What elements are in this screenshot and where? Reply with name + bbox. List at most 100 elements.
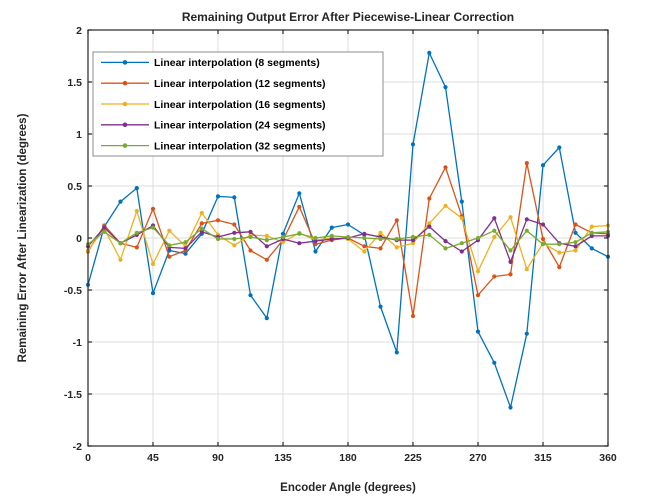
series-0-marker-123.75 <box>264 316 269 321</box>
series-2-marker-101.25 <box>232 243 237 248</box>
series-1-marker-78.75 <box>199 221 204 226</box>
y-tick-label--0.5: -0.5 <box>64 285 82 297</box>
series-4-marker-213.75 <box>394 236 399 242</box>
series-0-marker-90 <box>215 194 221 199</box>
series-1-marker-315 <box>540 236 546 242</box>
y-tick-label-2: 2 <box>76 25 82 37</box>
legend-marker-sample-3 <box>122 122 128 128</box>
series-4-marker-236.25 <box>427 232 432 237</box>
series-2-marker-123.75 <box>264 233 269 238</box>
series-3-marker-168.75 <box>329 236 334 242</box>
series-1-marker-281.25 <box>492 274 497 279</box>
x-tick-label-270: 270 <box>469 452 487 464</box>
series-3-marker-112.5 <box>248 229 253 234</box>
series-1-marker-90 <box>215 218 221 223</box>
series-1-marker-247.5 <box>443 165 448 170</box>
series-2-marker-45 <box>150 261 156 267</box>
series-2-marker-33.75 <box>134 208 139 214</box>
series-4-marker-45 <box>150 225 156 230</box>
series-1-marker-303.75 <box>524 161 529 166</box>
series-0-marker-146.25 <box>297 191 302 196</box>
legend-marker-sample-4 <box>122 143 128 148</box>
legend-item-2: Linear interpolation (16 segments) <box>101 99 326 111</box>
x-tick-label-90: 90 <box>212 452 224 464</box>
series-0-marker-292.5 <box>508 405 513 410</box>
series-1-marker-292.5 <box>508 272 513 277</box>
series-4-marker-225 <box>410 234 416 240</box>
series-4-marker-22.5 <box>118 241 123 246</box>
legend-label-2: Linear interpolation (16 segments) <box>154 99 326 111</box>
series-1-marker-337.5 <box>573 222 578 227</box>
series-0-marker-45 <box>150 291 156 296</box>
legend-label-4: Linear interpolation (32 segments) <box>154 140 326 152</box>
series-3-marker-101.25 <box>232 230 237 235</box>
series-3-marker-292.5 <box>508 259 513 264</box>
series-0-marker-225 <box>410 142 416 147</box>
series-2-marker-270 <box>475 269 481 274</box>
series-4-marker-90 <box>215 236 221 242</box>
series-3-marker-247.5 <box>443 239 448 244</box>
series-2-marker-348.75 <box>589 224 594 229</box>
series-0-marker-247.5 <box>443 85 448 90</box>
series-2-marker-202.5 <box>378 230 383 235</box>
series-2-marker-236.25 <box>427 221 432 226</box>
series-0-marker-180 <box>345 222 351 227</box>
y-tick-label-1: 1 <box>76 129 82 141</box>
series-2-marker-135 <box>280 240 286 245</box>
series-3-marker-157.5 <box>313 239 318 244</box>
series-0-marker-101.25 <box>232 195 237 200</box>
legend-marker-sample-1 <box>122 80 128 86</box>
series-2-marker-247.5 <box>443 203 448 208</box>
y-tick-label-1.5: 1.5 <box>67 77 82 89</box>
series-3-marker-303.75 <box>524 217 529 222</box>
series-0-marker-270 <box>475 329 481 334</box>
legend-label-0: Linear interpolation (8 segments) <box>154 57 320 69</box>
series-0-marker-56.25 <box>167 248 172 253</box>
x-tick-label-0: 0 <box>85 452 91 464</box>
series-3-marker-11.25 <box>102 225 107 230</box>
series-2-marker-191.25 <box>362 249 367 254</box>
series-1-marker-146.25 <box>297 204 302 209</box>
chart-title: Remaining Output Error After Piecewise-L… <box>182 10 514 24</box>
legend-item-1: Linear interpolation (12 segments) <box>101 78 326 90</box>
series-3-marker-146.25 <box>297 241 302 246</box>
legend-item-4: Linear interpolation (32 segments) <box>101 140 326 152</box>
series-4-marker-258.75 <box>459 241 464 246</box>
series-0-marker-202.5 <box>378 304 383 309</box>
y-tick-label-0: 0 <box>76 233 82 245</box>
series-1-marker-157.5 <box>313 242 318 247</box>
y-tick-label--1: -1 <box>73 337 82 349</box>
series-4-marker-135 <box>280 234 286 240</box>
series-0-marker-337.5 <box>573 230 578 235</box>
x-tick-label-225: 225 <box>404 452 422 464</box>
series-3-marker-315 <box>540 222 546 227</box>
series-1-marker-101.25 <box>232 222 237 227</box>
series-2-marker-326.25 <box>557 250 562 255</box>
series-0-marker-236.25 <box>427 50 432 56</box>
series-3-marker-191.25 <box>362 231 367 236</box>
series-4-marker-78.75 <box>199 226 204 231</box>
legend-marker-sample-2 <box>122 101 128 107</box>
y-axis-label: Remaining Error After Linearization (deg… <box>17 113 29 362</box>
series-2-marker-337.5 <box>573 248 578 253</box>
series-4-marker-337.5 <box>573 240 578 245</box>
legend-label-3: Linear interpolation (24 segments) <box>154 120 326 132</box>
series-1-marker-56.25 <box>167 254 172 259</box>
series-4-marker-202.5 <box>378 236 383 242</box>
series-3-marker-67.5 <box>183 246 188 251</box>
series-4 <box>85 225 611 253</box>
series-0-marker-22.5 <box>118 199 123 204</box>
series-4-marker-168.75 <box>329 233 334 238</box>
series-0-marker-348.75 <box>589 246 594 251</box>
series-4-marker-281.25 <box>492 228 497 233</box>
series-1-marker-45 <box>150 206 156 211</box>
series-0-marker-67.5 <box>183 251 188 256</box>
series-2-marker-292.5 <box>508 215 513 220</box>
series-1-marker-112.5 <box>248 248 253 253</box>
series-2-marker-22.5 <box>118 257 123 262</box>
series-4-marker-33.75 <box>134 230 139 235</box>
series-3-marker-337.5 <box>573 244 578 249</box>
series-3-marker-78.75 <box>199 229 204 234</box>
legend-label-1: Linear interpolation (12 segments) <box>154 78 326 90</box>
